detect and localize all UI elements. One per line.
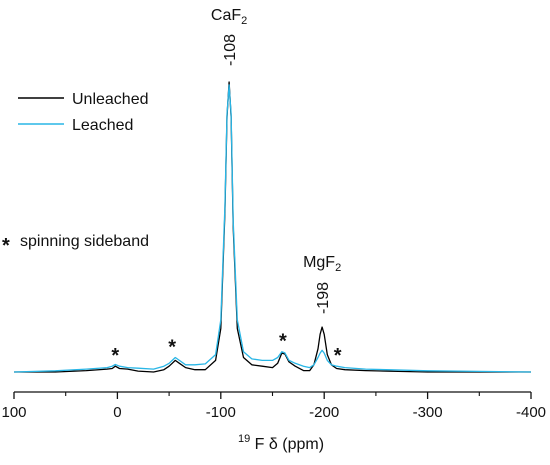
x-tick-label: -100 bbox=[206, 404, 236, 421]
legend-label-unleached: Unleached bbox=[72, 91, 149, 108]
x-axis-title: 19 F δ (ppm) bbox=[238, 429, 324, 453]
sideband-star: * bbox=[168, 337, 176, 359]
legend-label-leached: Leached bbox=[72, 117, 133, 134]
sideband-star: * bbox=[111, 345, 119, 367]
sideband-annotation: * spinning sideband bbox=[2, 233, 149, 257]
series-line-leached bbox=[13, 84, 532, 373]
peak-shift-label: -108 bbox=[222, 34, 239, 66]
x-tick-label: -300 bbox=[413, 404, 443, 421]
peak-compound-label: MgF2 bbox=[303, 254, 341, 274]
x-axis-title-superscript: 19 bbox=[238, 433, 250, 445]
series-layer bbox=[13, 81, 532, 373]
x-tick-label: 0 bbox=[113, 404, 121, 421]
peak-compound-label: CaF2 bbox=[211, 7, 247, 27]
x-axis-ticks: 100 0 -100 -200 -300 -400 bbox=[1, 392, 546, 421]
sideband-annotation-text: spinning sideband bbox=[20, 233, 149, 250]
x-tick-label: -400 bbox=[516, 404, 546, 421]
peak-label-layer: CaF2 -108 MgF2 -198 bbox=[211, 7, 341, 314]
sideband-star: * bbox=[334, 345, 342, 367]
x-axis-title-main: F δ (ppm) bbox=[255, 436, 324, 453]
x-tick-label: -200 bbox=[309, 404, 339, 421]
sideband-star: * bbox=[279, 331, 287, 353]
x-tick-label: 100 bbox=[1, 404, 26, 421]
peak-shift-label: -198 bbox=[315, 282, 332, 314]
sideband-annotation-star: * bbox=[2, 235, 10, 257]
series-line-unleached bbox=[14, 81, 531, 373]
sideband-marker-layer: * * * * bbox=[111, 331, 341, 368]
legend: Unleached Leached bbox=[18, 91, 149, 134]
